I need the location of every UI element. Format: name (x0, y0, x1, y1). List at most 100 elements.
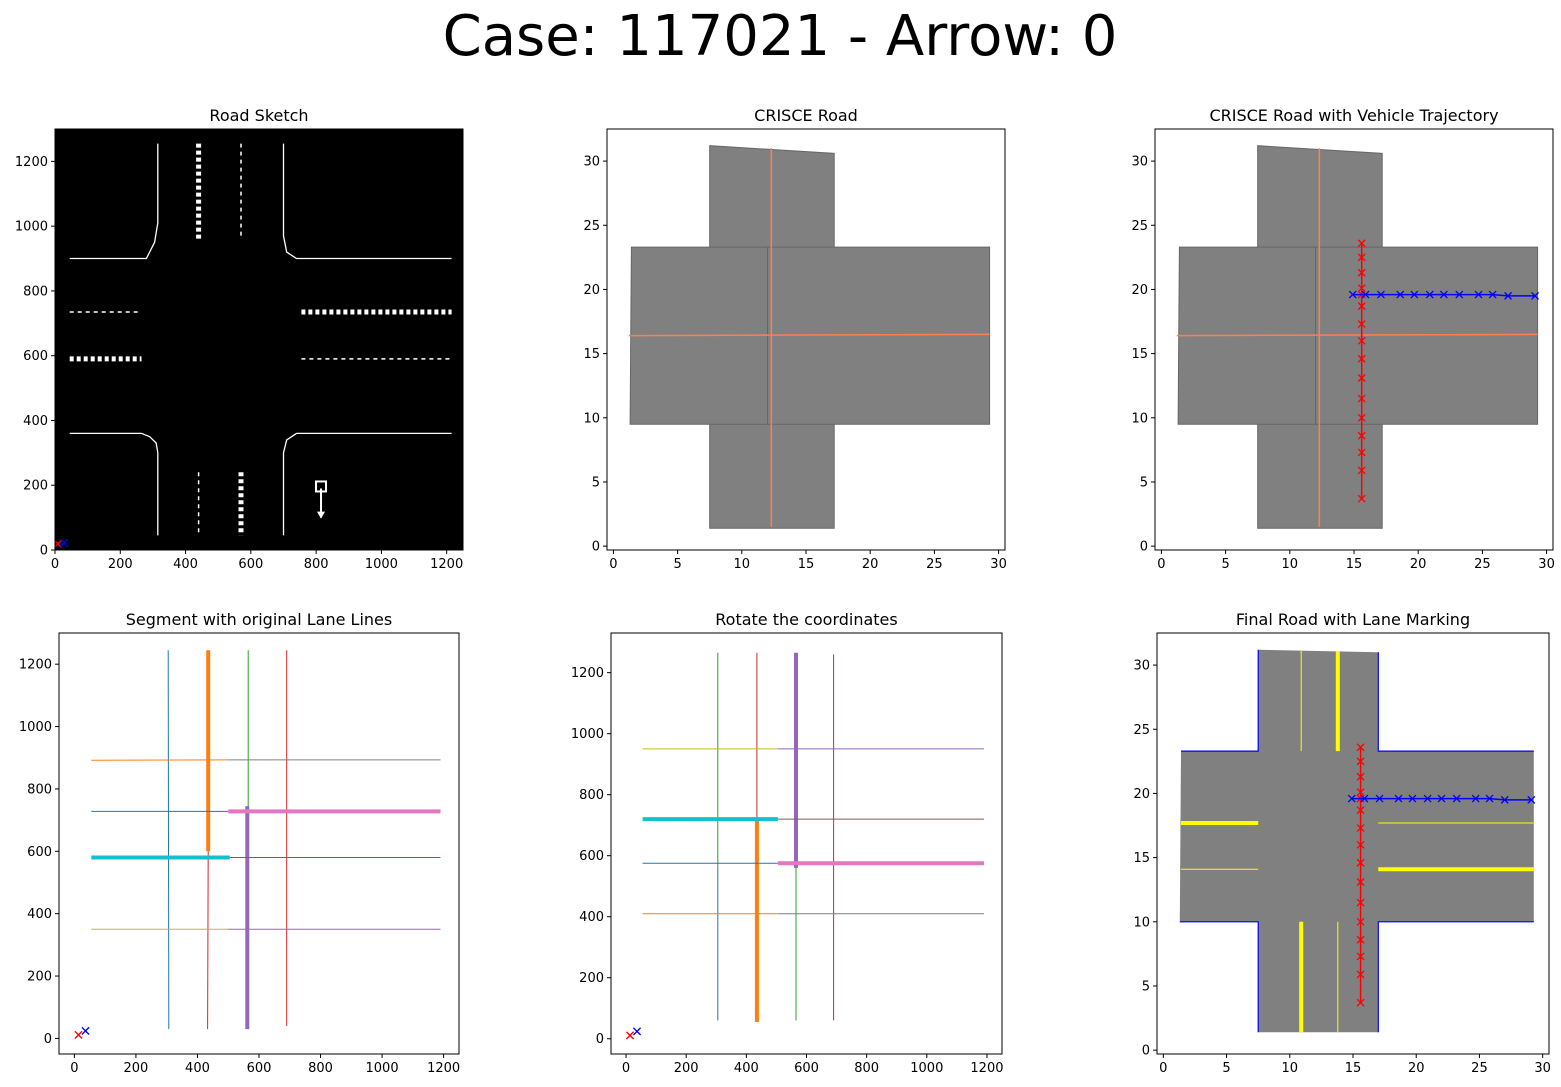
x-tick-label: 0 (622, 1061, 630, 1076)
plot-background (59, 633, 459, 1054)
trajectory-marker (1357, 239, 1366, 248)
trajectory-marker (1471, 794, 1480, 803)
x-tick-label: 15 (1345, 1061, 1362, 1076)
x-tick-label: 1000 (366, 1061, 399, 1076)
trajectory-marker (1356, 898, 1365, 907)
x-tick-label: 10 (1282, 557, 1299, 572)
x-tick-label: 800 (854, 1061, 879, 1076)
x-tick-label: 25 (1471, 1061, 1488, 1076)
y-tick-label: 800 (579, 788, 604, 803)
crash-marker-blue: ✕ (631, 1025, 643, 1041)
y-tick-label: 1200 (571, 666, 604, 681)
x-tick-label: 1200 (430, 557, 463, 572)
subplot-title: Road Sketch (209, 106, 308, 125)
trajectory-marker (1356, 970, 1365, 979)
trajectory-marker (1356, 743, 1365, 752)
crash-marker-red: ✕ (624, 1029, 636, 1045)
x-tick-label: 0 (609, 557, 617, 572)
trajectory-marker (1356, 952, 1365, 961)
x-tick-label: 800 (308, 1061, 333, 1076)
sketch-curb (282, 143, 452, 260)
road-boundary (1179, 921, 1259, 1033)
y-tick-label: 15 (1133, 851, 1150, 866)
sketch-curb (69, 143, 159, 260)
y-tick-label: 0 (40, 544, 48, 559)
subplot-6: 0 5 10 15 20 25 30 0 5 10 15 20 25 30 Final Road with … (1133, 610, 1550, 1076)
trajectory-marker (1410, 290, 1419, 299)
x-tick-label: 0 (1157, 557, 1165, 572)
trajectory-marker (1356, 806, 1365, 815)
x-tick-label: 0 (70, 1061, 78, 1076)
y-tick-label: 1000 (571, 727, 604, 742)
axes-layer: ✕✕0 200 400 600 800 1000 120002004006008001000… (15, 106, 1555, 1076)
trajectory-marker (1347, 794, 1356, 803)
lane-line (167, 650, 170, 1030)
road-polygon (767, 246, 991, 425)
trajectory-marker (1360, 794, 1369, 803)
x-tick-label: 20 (1410, 557, 1427, 572)
road-centerline (1176, 333, 1538, 337)
trajectory-marker (1357, 374, 1366, 382)
x-tick-label: 200 (674, 1061, 699, 1076)
plot-area (607, 129, 1005, 550)
trajectory-marker (1474, 290, 1483, 299)
trajectory-marker (1357, 413, 1366, 422)
trajectory-marker (1357, 448, 1366, 457)
y-tick-label: 800 (27, 782, 52, 797)
trajectory-marker (1357, 394, 1366, 403)
trajectory-marker (1356, 757, 1365, 766)
y-tick-label: 10 (1131, 411, 1148, 426)
x-tick-label: 25 (1474, 557, 1491, 572)
trajectory-marker (1357, 284, 1366, 293)
y-tick-label: 600 (23, 349, 48, 364)
x-tick-label: 10 (734, 557, 751, 572)
x-tick-label: 400 (173, 557, 198, 572)
x-tick-label: 800 (304, 557, 329, 572)
y-tick-label: 5 (1142, 979, 1150, 994)
y-tick-label: 200 (27, 970, 52, 985)
subplot-2: 0 5 10 15 20 25 30 0 5 10 15 20 25 30 CRISCE Road (583, 106, 1006, 572)
x-tick-label: 600 (238, 557, 263, 572)
subplot-3: 0 5 10 15 20 25 30 0 5 10 15 20 25 30 CRISCE Road with… (1131, 106, 1554, 572)
trajectory-marker (1357, 336, 1366, 345)
trajectory-marker (1356, 878, 1365, 886)
x-tick-label: 0 (1159, 1061, 1167, 1076)
plot-area (1155, 129, 1553, 550)
x-tick-label: 30 (1534, 1061, 1551, 1076)
trajectory-marker (1394, 794, 1403, 803)
y-tick-label: 20 (583, 283, 600, 298)
figure-suptitle: Case: 117021 - Arrow: 0 (443, 4, 1118, 69)
y-tick-label: 400 (27, 907, 52, 922)
road-centerline (628, 333, 990, 337)
trajectory-line-2 (1351, 797, 1532, 801)
plot-background (611, 633, 1002, 1054)
trajectory-marker (1408, 794, 1417, 803)
trajectory-marker (1396, 290, 1405, 299)
x-tick-label: 5 (1222, 1061, 1230, 1076)
trajectory-marker (1455, 290, 1464, 299)
x-tick-label: 1000 (365, 557, 398, 572)
y-tick-label: 0 (44, 1032, 52, 1047)
y-tick-label: 200 (23, 479, 48, 494)
subplot-1: ✕✕ 0 200 400 600 800 1000 1200 0 200 400 600 800 1000… (15, 106, 464, 572)
y-tick-label: 15 (1131, 347, 1148, 362)
y-tick-label: 0 (1140, 540, 1148, 555)
x-tick-label: 10 (1282, 1061, 1299, 1076)
y-tick-label: 25 (583, 219, 600, 234)
y-tick-label: 10 (583, 411, 600, 426)
road-boundary (1377, 652, 1534, 752)
trajectory-line-2 (1352, 293, 1535, 297)
sketch-arrow-tail (315, 480, 328, 493)
subplot-title: Rotate the coordinates (715, 610, 897, 629)
sketch-curb (282, 432, 452, 536)
trajectory-marker (1356, 917, 1365, 926)
x-tick-label: 5 (1221, 557, 1229, 572)
y-tick-label: 1000 (19, 720, 52, 735)
y-tick-label: 1200 (15, 155, 48, 170)
x-tick-label: 400 (734, 1061, 759, 1076)
trajectory-marker (1357, 302, 1366, 311)
road-boundary (1181, 649, 1259, 752)
trajectory-marker (1527, 795, 1536, 804)
trajectory-marker (1439, 290, 1448, 299)
